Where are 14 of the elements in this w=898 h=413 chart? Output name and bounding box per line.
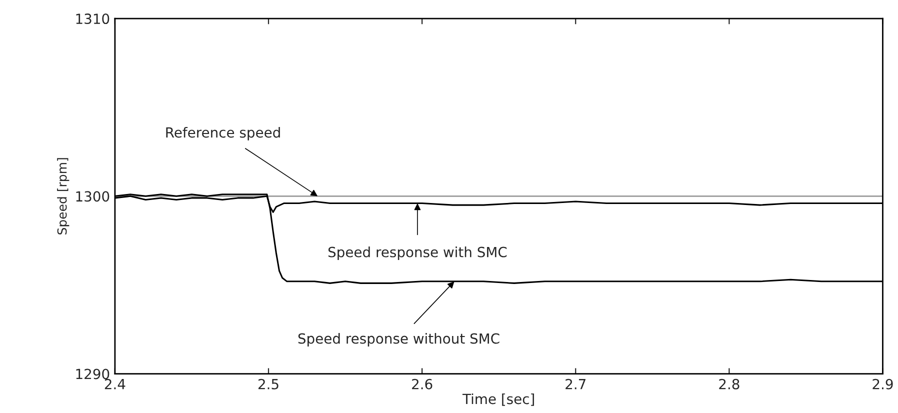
x-tick-label: 2.5	[258, 378, 278, 390]
x-tick-label: 2.4	[104, 378, 126, 390]
x-axis-title: Time [sec]	[462, 393, 534, 406]
annotation: Speed response with SMC	[328, 246, 507, 260]
x-tick-label: 2.7	[566, 378, 586, 390]
x-tick-label: 2.9	[872, 378, 893, 390]
y-tick-label: 1290	[76, 368, 110, 380]
y-tick-label: 1310	[76, 14, 110, 24]
x-tick-label: 2.8	[719, 378, 740, 390]
y-tick-label: 1300	[76, 191, 110, 202]
annotation: Speed response without SMC	[298, 333, 500, 346]
y-axis-title: Speed [rpm]	[57, 158, 70, 234]
x-tick-label: 2.6	[412, 378, 432, 390]
annotation: Reference speed	[166, 126, 280, 140]
